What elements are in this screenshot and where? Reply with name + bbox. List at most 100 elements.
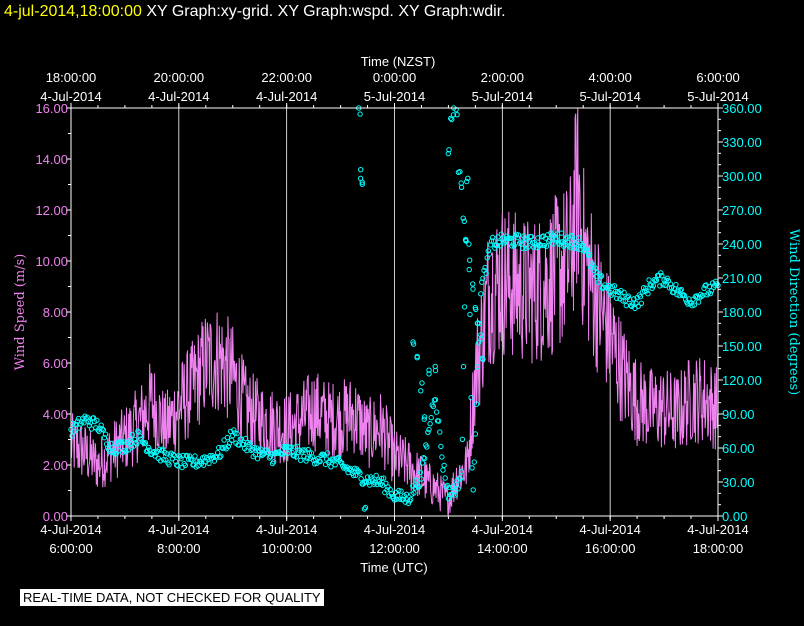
wind-direction-point: [430, 403, 436, 410]
wind-direction-point: [458, 180, 464, 186]
wind-direction-point: [417, 469, 424, 476]
wind-direction-point: [637, 294, 644, 300]
wind-direction-point: [267, 453, 274, 460]
y-right-tick-label: 180.00: [722, 305, 762, 320]
wind-direction-point: [317, 458, 323, 465]
x-top-tick-label-time: 0:00:00: [373, 70, 416, 85]
wind-direction-point: [145, 444, 152, 451]
y-left-tick-label: 10.00: [35, 254, 68, 269]
wind-direction-point: [421, 416, 427, 422]
wind-direction-point: [125, 447, 131, 453]
wind-direction-point: [406, 498, 413, 504]
wind-direction-point: [470, 487, 476, 493]
wind-direction-point: [456, 475, 462, 481]
wind-speed-series: [70, 107, 718, 516]
wind-direction-point: [413, 477, 419, 483]
wind-direction-point: [592, 265, 598, 271]
wind-direction-point: [129, 431, 136, 438]
wind-direction-point: [418, 388, 424, 394]
wind-direction-point: [221, 437, 227, 443]
wind-direction-point: [587, 251, 593, 258]
x-bottom-tick-label-time: 16:00:00: [585, 541, 636, 556]
wind-direction-point: [473, 306, 479, 313]
wind-direction-point: [326, 459, 332, 466]
y-left-axis-label: Wind Speed (m/s): [13, 254, 28, 371]
x-bottom-tick-label-date: 4-Jul-2014: [472, 522, 533, 537]
x-top-tick-label-date: 5-Jul-2014: [364, 89, 425, 104]
wind-direction-point: [328, 464, 334, 470]
wind-direction-point: [381, 475, 387, 481]
wind-direction-point: [459, 436, 466, 442]
wind-direction-point: [488, 238, 495, 244]
wind-direction-point: [117, 438, 124, 444]
wind-direction-point: [144, 447, 151, 453]
wind-direction-point: [620, 298, 626, 304]
wind-direction-point: [640, 285, 647, 291]
wind-direction-point: [411, 490, 417, 496]
wind-direction-point: [598, 273, 605, 279]
wind-direction-point: [424, 444, 430, 450]
wind-direction-point: [486, 251, 493, 257]
wind-direction-point: [657, 283, 663, 289]
wind-direction-point: [309, 454, 316, 460]
wind-direction-point: [468, 395, 474, 401]
x-top-tick-label-date: 4-Jul-2014: [148, 89, 209, 104]
x-bottom-tick-label-date: 4-Jul-2014: [256, 522, 317, 537]
wind-direction-point: [470, 286, 476, 292]
wind-direction-point: [142, 440, 149, 446]
y-right-tick-label: 300.00: [722, 169, 762, 184]
wind-direction-point: [658, 270, 664, 276]
wind-direction-point: [186, 453, 193, 459]
wind-direction-point: [635, 303, 641, 310]
x-bottom-tick-label-date: 4-Jul-2014: [148, 522, 209, 537]
wind-direction-point: [660, 282, 666, 288]
wind-direction-point: [461, 304, 468, 310]
wind-direction-point: [576, 235, 582, 241]
x-top-tick-label-date: 5-Jul-2014: [472, 89, 533, 104]
wind-direction-point: [489, 234, 496, 241]
wind-direction-point: [568, 232, 574, 239]
y-right-tick-label: 330.00: [722, 135, 762, 150]
wind-direction-point: [440, 467, 446, 473]
wind-direction-point: [384, 487, 390, 493]
wind-direction-point: [549, 232, 555, 238]
wind-direction-point: [458, 469, 465, 475]
wind-direction-point: [445, 150, 451, 157]
wind-direction-point: [217, 454, 223, 460]
wind-direction-point: [215, 449, 221, 456]
chart-header: 4-jul-2014,18:00:00 XY Graph:xy-grid. XY…: [4, 3, 506, 21]
wind-direction-point: [449, 116, 455, 123]
tick-labels: 4-Jul-2014 6:00:00 18:00:00 4-Jul-2014 4-Jul…: [35, 70, 761, 556]
wind-direction-point: [202, 454, 208, 460]
wind-direction-point: [597, 274, 604, 280]
wind-direction-point: [122, 447, 128, 454]
wind-direction-point: [611, 283, 618, 289]
wind-direction-point: [248, 447, 254, 454]
wind-direction-point: [478, 291, 484, 297]
wind-direction-point: [445, 495, 452, 502]
wind-direction-point: [691, 302, 697, 308]
wind-direction-point: [361, 506, 368, 512]
wind-direction-point: [495, 234, 501, 240]
y-right-tick-label: 360.00: [722, 101, 762, 116]
wind-direction-point: [359, 179, 365, 185]
wind-direction-point: [397, 496, 403, 502]
wind-direction-point: [475, 339, 482, 346]
wind-direction-point: [664, 275, 670, 281]
x-bottom-tick-label-date: 4-Jul-2014: [40, 522, 101, 537]
wind-direction-point: [491, 238, 497, 244]
wind-direction-point: [206, 460, 212, 467]
wind-direction-point: [330, 457, 336, 463]
wind-direction-point: [623, 302, 629, 309]
wind-direction-point: [525, 244, 531, 250]
wind-direction-point: [695, 299, 702, 305]
wind-direction-point: [182, 462, 189, 468]
wind-direction-point: [137, 433, 143, 439]
y-right-tick-label: 240.00: [722, 237, 762, 252]
wind-direction-point: [396, 487, 402, 494]
wind-direction-point: [473, 401, 480, 407]
axes: [66, 103, 723, 521]
wind-direction-point: [644, 288, 650, 294]
x-top-tick-label-date: 4-Jul-2014: [40, 89, 101, 104]
wind-direction-point: [511, 243, 517, 249]
